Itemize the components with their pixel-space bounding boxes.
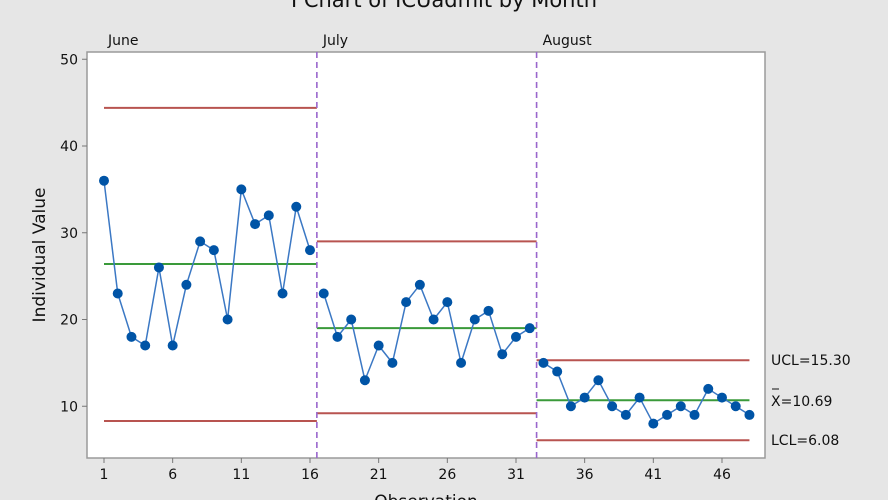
data-point — [195, 236, 206, 247]
data-point — [689, 409, 700, 420]
data-point — [675, 401, 686, 412]
data-point — [99, 175, 109, 186]
data-point — [607, 401, 618, 412]
data-point — [126, 331, 137, 342]
data-point — [620, 409, 631, 420]
data-point — [456, 357, 467, 368]
series-line — [543, 362, 750, 425]
x-tick-label: 31 — [507, 467, 525, 483]
data-point — [346, 314, 357, 325]
x-tick-label: 46 — [713, 467, 731, 483]
data-point — [593, 375, 604, 386]
stage-label: July — [322, 33, 348, 49]
x-tick-label: 21 — [370, 467, 388, 483]
data-point — [222, 314, 233, 325]
y-tick-label: 10 — [60, 399, 78, 415]
data-point — [716, 392, 727, 403]
y-axis-label: Individual Value — [30, 188, 50, 323]
data-point — [442, 297, 453, 308]
data-point — [510, 331, 521, 342]
y-tick-label: 20 — [60, 313, 78, 329]
data-point — [428, 314, 439, 325]
y-tick-label: 50 — [60, 52, 78, 68]
data-point — [291, 201, 302, 212]
data-point — [552, 366, 563, 377]
data-point — [414, 279, 425, 290]
data-point — [730, 401, 741, 412]
stage-label: August — [543, 33, 593, 49]
x-tick-label: 36 — [576, 467, 594, 483]
data-point — [497, 349, 508, 360]
data-point — [565, 401, 576, 412]
data-point — [236, 184, 247, 195]
data-point — [703, 383, 714, 394]
data-point — [359, 375, 370, 386]
data-point — [579, 392, 590, 403]
data-point — [250, 219, 261, 230]
lcl-label: LCL=6.08 — [771, 433, 839, 449]
data-point — [538, 357, 549, 368]
stage-label: June — [107, 33, 139, 49]
data-point — [140, 340, 151, 351]
data-point — [524, 323, 535, 334]
data-point — [483, 305, 494, 316]
data-point — [648, 418, 659, 429]
data-point — [469, 314, 480, 325]
data-point — [401, 297, 412, 308]
data-point — [662, 409, 673, 420]
data-point — [208, 245, 219, 256]
y-tick-label: 30 — [60, 226, 78, 242]
x-tick-label: 11 — [232, 467, 250, 483]
data-point — [263, 210, 274, 221]
data-point — [332, 331, 343, 342]
data-point — [318, 288, 329, 299]
data-point — [744, 409, 755, 420]
x-axis-label: Observation — [374, 492, 478, 500]
data-point — [167, 340, 178, 351]
chart-title: I Chart of ICUadmit by Month — [291, 0, 597, 12]
data-point — [153, 262, 164, 273]
y-tick-label: 40 — [60, 139, 78, 155]
mean-label: X=10.69 — [771, 394, 832, 410]
data-point — [634, 392, 645, 403]
data-point — [304, 245, 315, 256]
x-tick-label: 1 — [100, 467, 109, 483]
x-tick-label: 26 — [438, 467, 456, 483]
data-point — [387, 357, 398, 368]
data-point — [277, 288, 288, 299]
data-point — [112, 288, 123, 299]
x-tick-label: 16 — [301, 467, 319, 483]
series-line — [323, 283, 531, 383]
plot-area — [86, 51, 766, 459]
series-line — [103, 180, 311, 347]
ucl-label: UCL=15.30 — [771, 353, 851, 369]
data-point — [181, 279, 192, 290]
x-tick-label: 6 — [168, 467, 177, 483]
x-tick-label: 41 — [644, 467, 662, 483]
data-point — [373, 340, 384, 351]
